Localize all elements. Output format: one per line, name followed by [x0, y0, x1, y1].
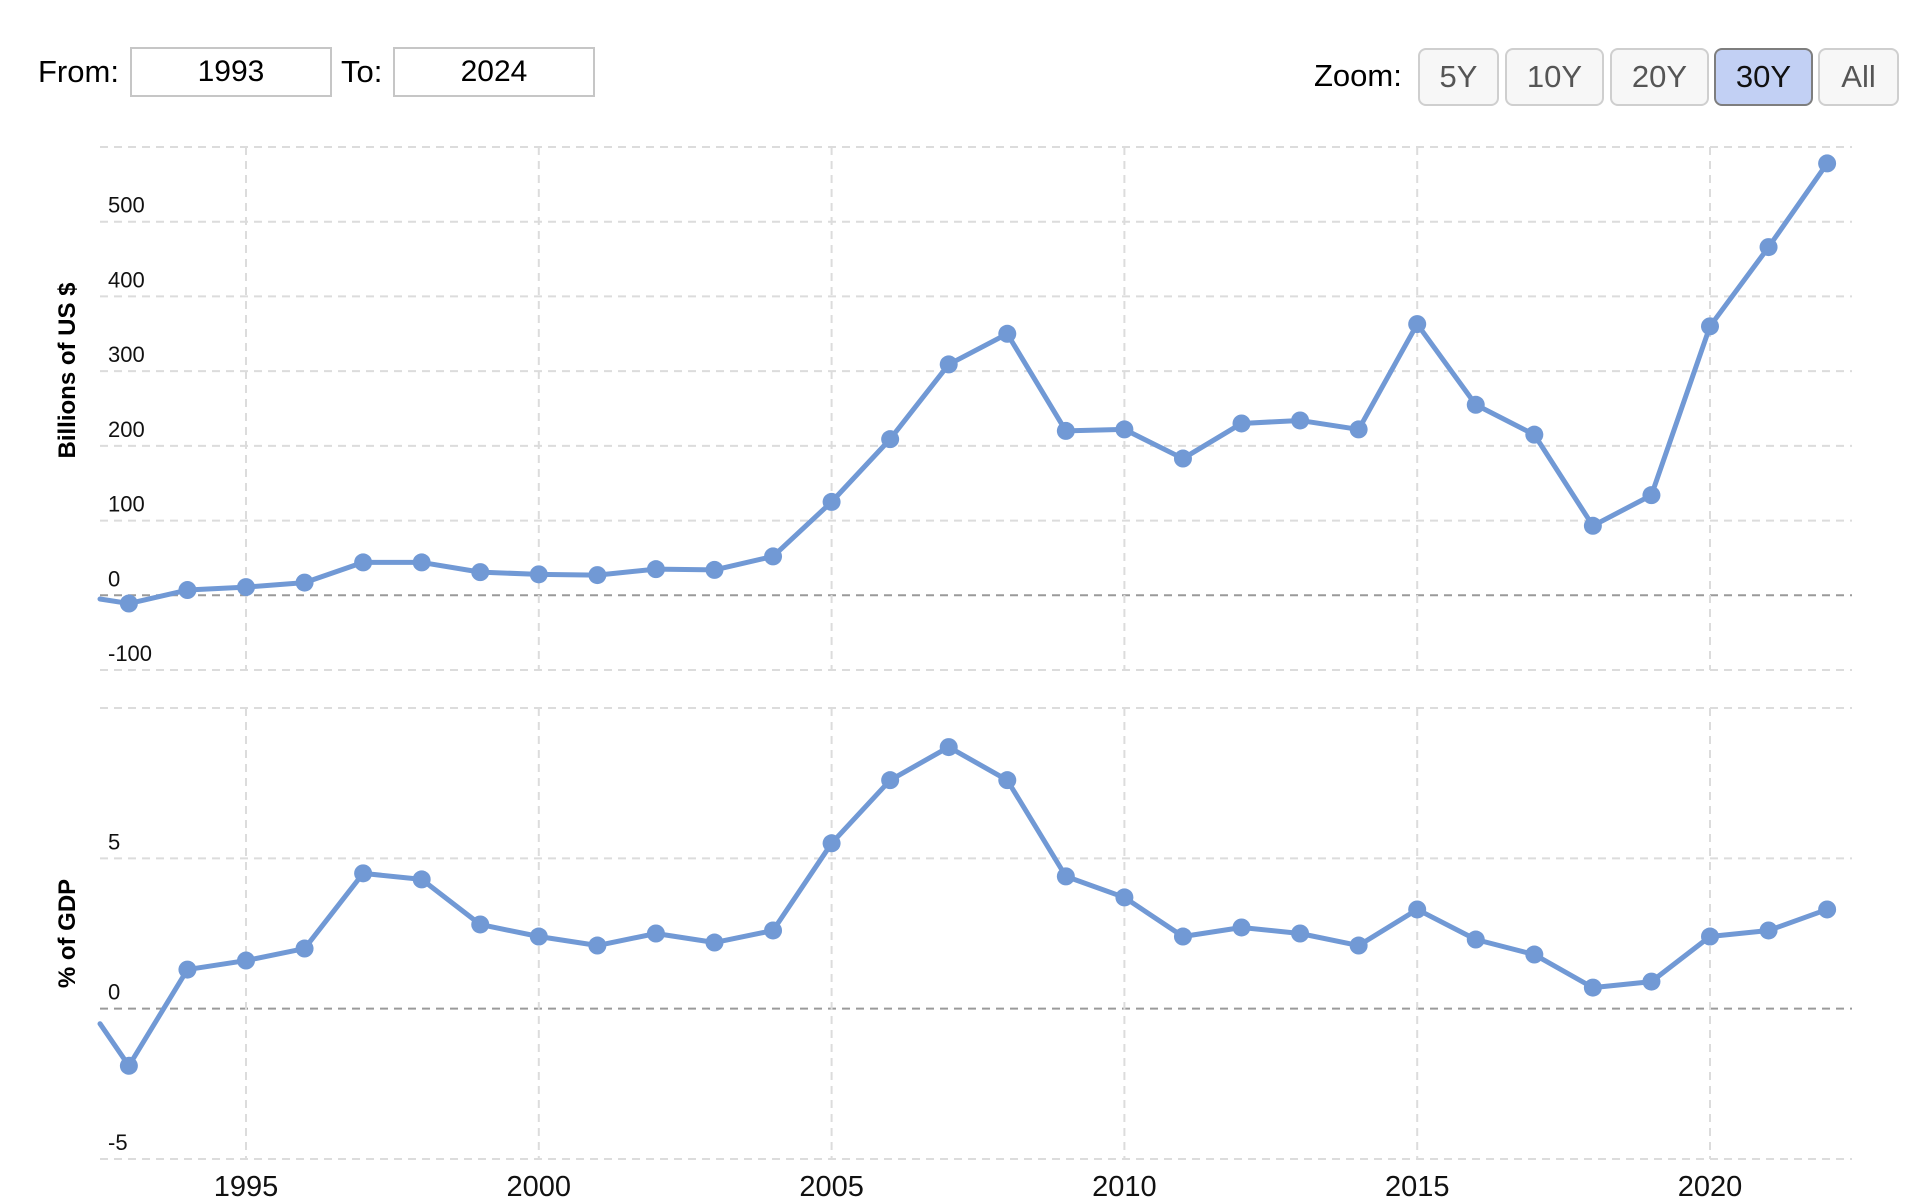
data-point [588, 566, 607, 585]
data-point [822, 492, 841, 511]
data-point [1583, 516, 1602, 535]
y-tick-label: 300 [108, 342, 145, 367]
data-point [705, 933, 724, 952]
data-point [1583, 978, 1602, 997]
data-point [237, 951, 255, 970]
data-point [1642, 972, 1661, 991]
series-line [97, 744, 1830, 1069]
y-tick-label: -100 [108, 641, 152, 666]
data-point [1056, 867, 1075, 886]
series-line [97, 160, 1830, 607]
x-tick-label: 2015 [1385, 1171, 1450, 1202]
data-point [1349, 936, 1368, 955]
data-point [1349, 420, 1368, 439]
data-point [1759, 238, 1778, 257]
data-point [1525, 945, 1544, 964]
to-label: To: [341, 54, 383, 89]
y-tick-label: 5 [108, 829, 120, 854]
data-point [764, 547, 783, 566]
data-point [1759, 921, 1778, 940]
data-point [705, 560, 724, 579]
data-point [1115, 420, 1134, 439]
data-point [354, 553, 373, 572]
data-point [1291, 924, 1310, 943]
zoom-20y-button[interactable]: 20Y [1610, 48, 1709, 106]
y-axis-title: Billions of US $ [54, 282, 81, 459]
zoom-30y-button[interactable]: 30Y [1714, 48, 1813, 106]
data-point [471, 563, 490, 582]
x-tick-label: 2010 [1092, 1171, 1157, 1202]
data-point [646, 560, 665, 579]
data-point [471, 915, 490, 934]
zoom-all-button[interactable]: All [1818, 48, 1899, 106]
data-point [1701, 927, 1719, 946]
zoom-10y-button[interactable]: 10Y [1505, 48, 1604, 106]
data-point [998, 324, 1017, 343]
data-point [881, 430, 900, 449]
y-tick-label: 500 [108, 193, 145, 218]
data-point [295, 573, 314, 592]
data-point [1818, 900, 1837, 919]
from-label: From: [38, 54, 119, 89]
data-point [178, 581, 197, 600]
data-point [939, 738, 958, 757]
data-point [1525, 425, 1544, 444]
data-point [412, 870, 431, 889]
y-tick-label: 200 [108, 417, 145, 442]
x-tick-label: 1995 [214, 1171, 279, 1202]
data-point [1642, 486, 1661, 505]
data-point [1056, 421, 1075, 440]
data-point [764, 921, 783, 940]
y-tick-label: 0 [108, 566, 120, 591]
data-point [1701, 317, 1719, 336]
y-axis-title: % of GDP [54, 879, 81, 988]
data-point [1232, 918, 1251, 937]
data-point [295, 939, 314, 958]
data-point [939, 355, 958, 374]
data-point [1173, 927, 1192, 946]
y-tick-label: -5 [108, 1130, 128, 1155]
y-tick-label: 0 [108, 980, 120, 1005]
to-input[interactable] [393, 47, 595, 97]
data-point [1408, 315, 1427, 334]
data-point [1232, 414, 1251, 433]
zoom-label: Zoom: [1314, 58, 1402, 93]
y-tick-label: 100 [108, 492, 145, 517]
y-tick-label: 400 [108, 267, 145, 292]
data-point [1466, 930, 1485, 949]
data-point [1173, 449, 1192, 468]
from-input[interactable] [130, 47, 332, 97]
data-point [1466, 395, 1485, 414]
x-tick-label: 2005 [799, 1171, 864, 1202]
data-point [588, 936, 607, 955]
data-point [529, 927, 548, 946]
data-point [1291, 411, 1310, 430]
data-point [354, 864, 373, 883]
data-point [881, 771, 900, 790]
data-point [119, 594, 138, 613]
data-point [178, 960, 197, 979]
data-point [822, 834, 841, 853]
x-tick-label: 2000 [507, 1171, 572, 1202]
zoom-5y-button[interactable]: 5Y [1418, 48, 1499, 106]
data-point [237, 578, 255, 597]
x-axis: 1995 2000 2005 2010 2015 2020 [214, 1171, 1743, 1202]
data-point [119, 1056, 138, 1075]
gdp-pane: -5 0 5 % of GDP [54, 707, 1852, 1160]
data-point [1115, 888, 1134, 907]
data-point [412, 553, 431, 572]
data-point [998, 771, 1017, 790]
data-point [529, 565, 548, 584]
x-tick-label: 2020 [1678, 1171, 1743, 1202]
usd-pane: -100 0 100 200 300 400 500 Billions of US $ [54, 146, 1852, 671]
data-point [1408, 900, 1427, 919]
data-point [646, 924, 665, 943]
data-point [1818, 154, 1837, 173]
